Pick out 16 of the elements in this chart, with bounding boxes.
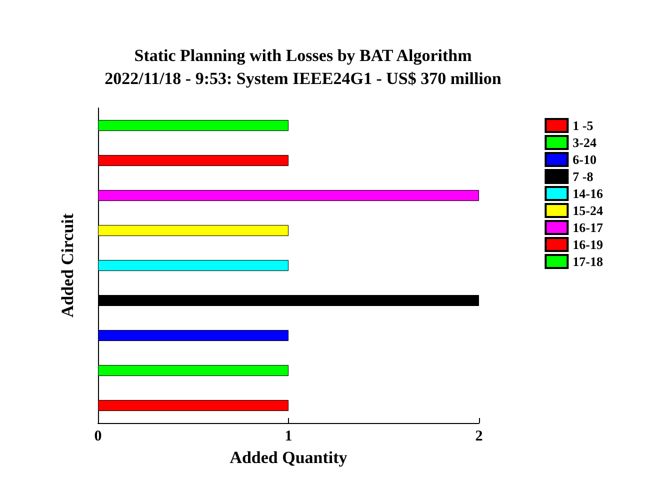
legend-label: 1 -5 — [572, 118, 594, 133]
y-axis-title: Added Circuit — [58, 213, 77, 318]
x-tick-label: 2 — [475, 428, 483, 444]
chart-title: Static Planning with Losses by BAT Algorithm — [134, 46, 472, 65]
legend-label: 3-24 — [572, 135, 597, 150]
chart-subtitle: 2022/11/18 - 9:53: System IEEE24G1 - US$ 370 million — [104, 69, 502, 88]
legend-label: 6-10 — [572, 152, 597, 167]
legend-label: 16-19 — [572, 237, 604, 252]
legend-label: 17-18 — [572, 254, 604, 269]
x-axis-title: Added Quantity — [230, 448, 348, 467]
legend-label: 16-17 — [572, 220, 604, 235]
legend-label: 14-16 — [572, 186, 604, 201]
x-tick-label: 1 — [284, 428, 292, 444]
legend-label: 15-24 — [572, 203, 604, 218]
legend-label: 7 -8 — [572, 169, 594, 184]
x-tick-label: 0 — [94, 428, 102, 444]
